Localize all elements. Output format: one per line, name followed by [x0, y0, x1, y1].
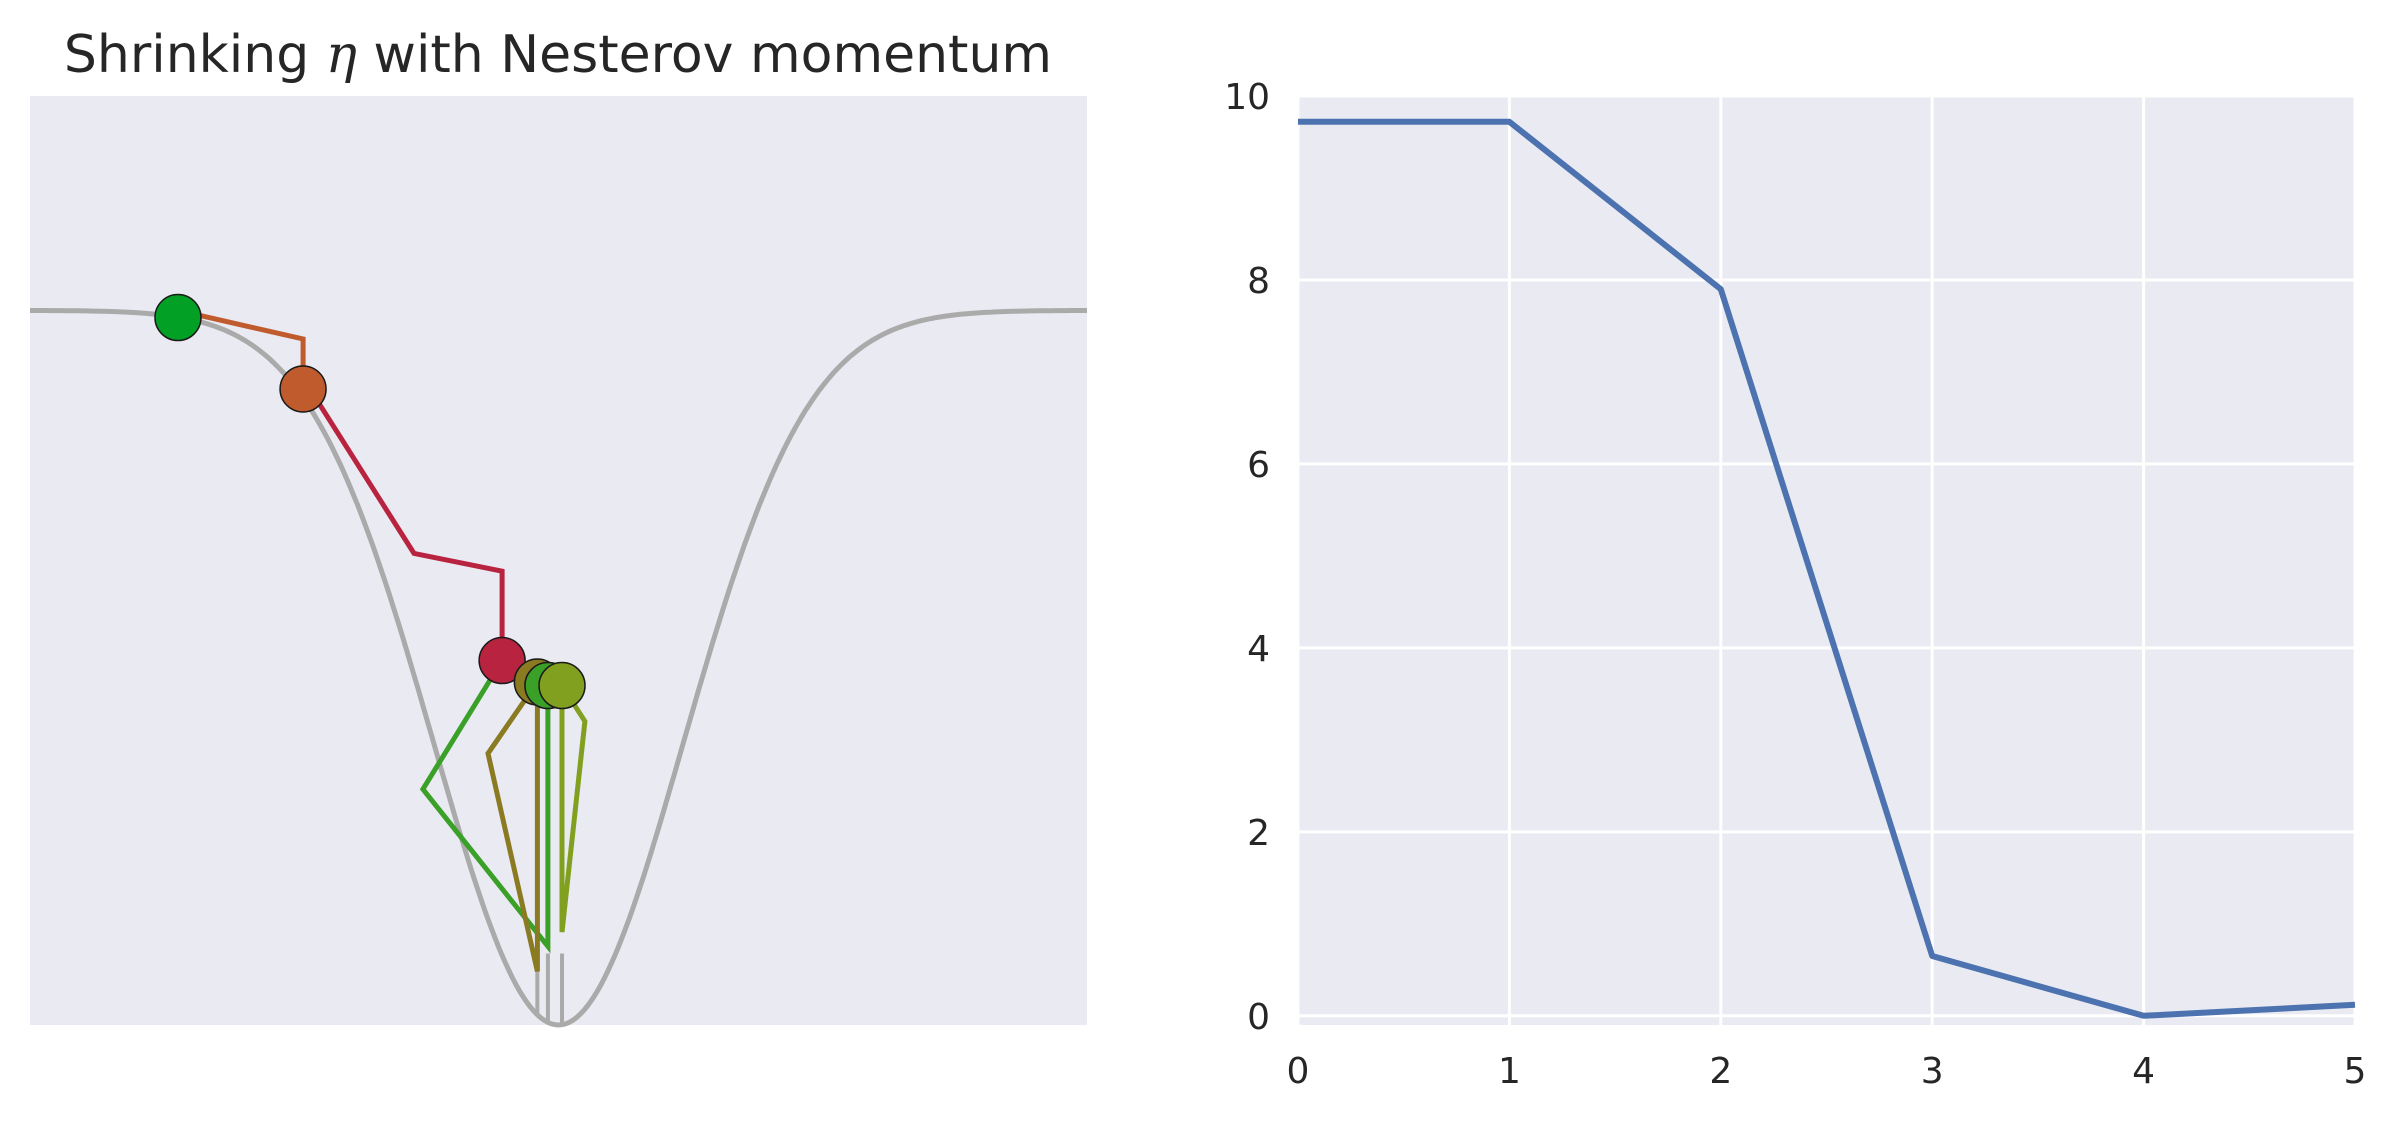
y-tick-label: 10 [1224, 77, 1270, 118]
right-grid [1296, 94, 2357, 1025]
left-segments [177, 307, 588, 972]
x-tick-label: 3 [1921, 1051, 1944, 1092]
trajectory-segment [300, 376, 505, 661]
right-tick-labels: 0 1 2 3 4 5 0 2 4 6 8 10 [1224, 77, 2366, 1092]
iterate-marker [279, 365, 327, 413]
y-tick-label: 2 [1247, 813, 1270, 854]
right-plot-background [1298, 96, 2355, 1025]
x-tick-label: 2 [1709, 1051, 1732, 1092]
trajectory-segment [485, 680, 540, 972]
left-chart-title: Shrinking η with Nesterov momentum [64, 25, 1052, 85]
x-tick-label: 0 [1287, 1051, 1310, 1092]
left-chart: Shrinking η with Nesterov momentum [30, 25, 1087, 1028]
left-plot-background [30, 96, 1087, 1025]
iterate-marker [478, 636, 526, 685]
x-tick-label: 5 [2344, 1051, 2367, 1092]
x-tick-label: 1 [1498, 1051, 1521, 1092]
left-chart-title-suffix: with Nesterov momentum [357, 25, 1052, 85]
right-chart: 0 1 2 3 4 5 0 2 4 6 8 10 [1224, 77, 2366, 1092]
left-chart-title-eta: η [326, 25, 357, 85]
trajectory-segment [419, 659, 551, 954]
y-tick-label: 8 [1247, 261, 1270, 302]
right-series-line [1298, 118, 2356, 1019]
left-curve [30, 308, 1087, 1028]
y-tick-label: 6 [1247, 445, 1270, 486]
iterate-marker [154, 293, 202, 342]
y-tick-label: 0 [1247, 997, 1270, 1038]
y-tick-label: 4 [1247, 629, 1270, 670]
trajectory-segment [177, 307, 306, 379]
left-chart-title-prefix: Shrinking [64, 25, 326, 85]
left-markers [154, 293, 586, 710]
iterate-marker [538, 661, 586, 710]
x-tick-label: 4 [2132, 1051, 2155, 1092]
